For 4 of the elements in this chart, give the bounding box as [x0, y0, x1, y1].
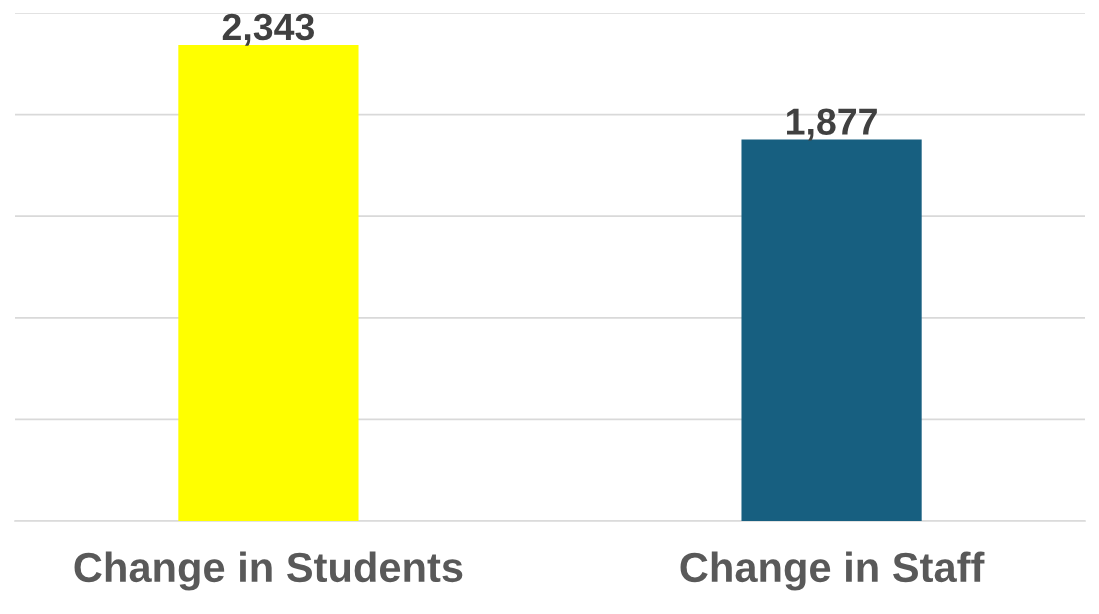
data-label: 1,877 — [787, 108, 877, 141]
data-label: 2,343 — [222, 13, 314, 46]
x-tick-label: Change in Students — [74, 551, 463, 591]
x-tick-label: Change in Staff — [680, 551, 985, 591]
